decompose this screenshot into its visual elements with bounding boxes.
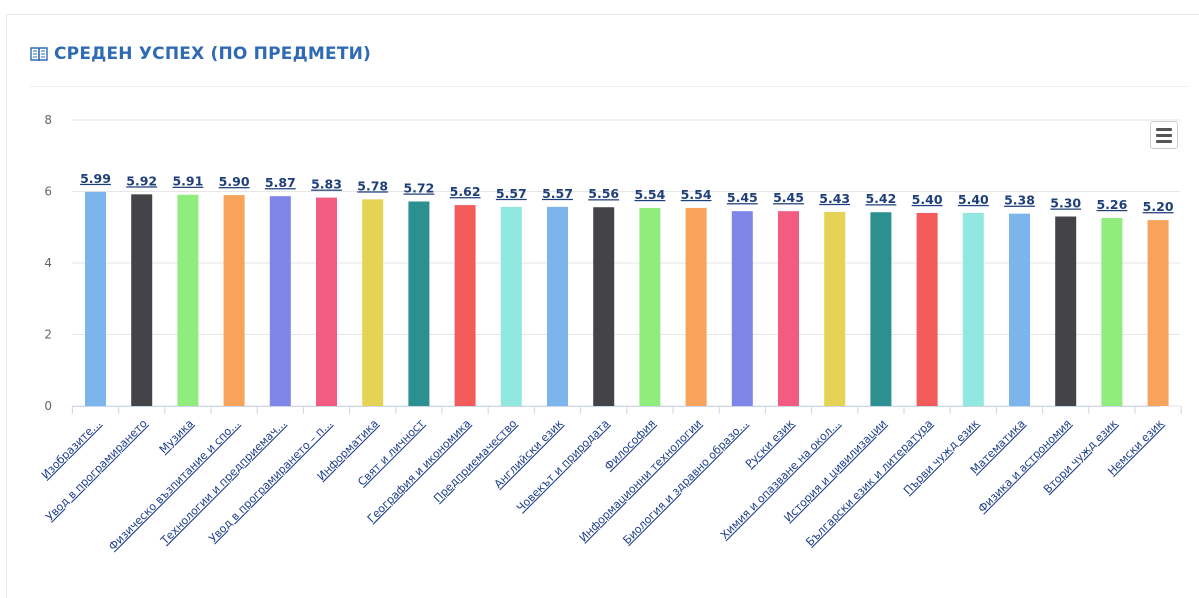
bar xyxy=(731,211,753,406)
y-tick-label: 0 xyxy=(44,399,52,413)
data-label: 5.45 xyxy=(727,190,758,205)
data-label: 5.54 xyxy=(681,187,712,202)
bar xyxy=(454,205,476,406)
data-label: 5.26 xyxy=(1096,197,1127,212)
x-category-label[interactable]: Човекът и природата xyxy=(514,417,612,515)
bar xyxy=(85,191,106,406)
bar xyxy=(916,212,938,406)
y-tick-label: 8 xyxy=(44,113,52,127)
bar xyxy=(316,197,337,406)
x-category-label[interactable]: Физика и астрономия xyxy=(976,417,1074,515)
chart-menu-button[interactable] xyxy=(1150,121,1178,149)
bar xyxy=(223,195,245,406)
data-label: 5.43 xyxy=(819,191,850,206)
data-label: 5.57 xyxy=(542,186,573,201)
hamburger-menu-icon xyxy=(1156,127,1172,131)
bar xyxy=(962,212,984,406)
data-label: 5.83 xyxy=(311,177,342,192)
data-label: 5.40 xyxy=(958,192,989,207)
bar xyxy=(177,194,199,406)
bar xyxy=(500,206,522,406)
data-label: 5.40 xyxy=(912,192,943,207)
data-label: 5.54 xyxy=(634,187,665,202)
data-label: 5.72 xyxy=(403,181,434,196)
data-label: 5.90 xyxy=(219,174,250,189)
bar xyxy=(408,201,430,406)
data-label: 5.30 xyxy=(1050,196,1081,211)
chart-header: СРЕДЕН УСПЕХ (ПО ПРЕДМЕТИ) xyxy=(30,40,371,68)
data-label: 5.56 xyxy=(588,186,619,201)
bar xyxy=(870,212,892,406)
data-label: 5.91 xyxy=(172,174,203,189)
bar xyxy=(547,206,568,406)
bar xyxy=(1147,220,1169,406)
data-label: 5.20 xyxy=(1143,199,1174,214)
data-label: 5.92 xyxy=(126,173,157,188)
header-divider xyxy=(30,86,1188,87)
data-label: 5.38 xyxy=(1004,193,1035,208)
data-label: 5.87 xyxy=(265,175,296,190)
data-label: 5.62 xyxy=(450,184,481,199)
bar xyxy=(1101,217,1123,406)
y-tick-label: 6 xyxy=(44,185,52,199)
data-label: 5.78 xyxy=(357,178,388,193)
bar xyxy=(778,211,799,406)
y-tick-label: 4 xyxy=(44,256,52,270)
bar xyxy=(362,199,384,406)
bar xyxy=(824,211,846,406)
bar xyxy=(639,207,661,406)
chart-title: СРЕДЕН УСПЕХ (ПО ПРЕДМЕТИ) xyxy=(54,44,372,64)
data-label: 5.42 xyxy=(865,191,896,206)
bar xyxy=(1055,216,1077,406)
y-tick-label: 2 xyxy=(44,328,52,342)
bar xyxy=(1009,213,1030,406)
x-category-label[interactable]: Предприемачество xyxy=(431,417,519,505)
book-icon xyxy=(30,47,48,62)
bar xyxy=(131,194,153,406)
data-label: 5.57 xyxy=(496,186,527,201)
data-label: 5.45 xyxy=(773,190,804,205)
x-category-label[interactable]: Музика xyxy=(157,417,196,456)
data-label: 5.99 xyxy=(80,171,111,186)
bar xyxy=(685,207,707,406)
bar xyxy=(593,207,615,406)
bar xyxy=(269,196,291,406)
